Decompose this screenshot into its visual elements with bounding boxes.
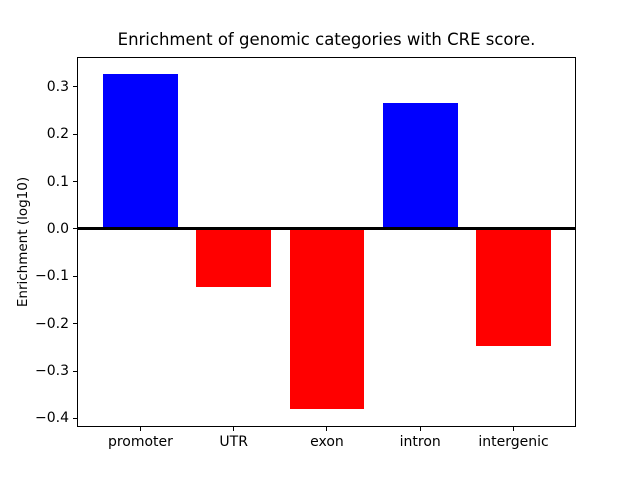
y-tick-label: 0.2 xyxy=(46,126,69,143)
chart-title: Enrichment of genomic categories with CR… xyxy=(117,30,536,49)
x-tick-label-promoter: promoter xyxy=(107,434,173,450)
x-tick-label-exon: exon xyxy=(310,434,344,450)
y-tick-label: −0.2 xyxy=(35,315,69,332)
x-tick xyxy=(233,427,235,431)
bar-intron xyxy=(382,102,458,229)
y-tick-label: 0.3 xyxy=(46,78,69,95)
y-tick-label: −0.3 xyxy=(35,363,69,380)
y-tick xyxy=(73,86,77,88)
y-tick xyxy=(73,181,77,183)
x-tick-label-intergenic: intergenic xyxy=(478,434,549,450)
x-tick xyxy=(513,427,514,431)
x-tick xyxy=(419,427,421,431)
y-tick-label: −0.1 xyxy=(35,268,69,285)
bar-exon xyxy=(289,228,365,410)
bar-UTR xyxy=(196,228,271,287)
y-tick xyxy=(73,323,77,325)
y-tick xyxy=(73,417,77,419)
x-tick xyxy=(139,427,141,431)
y-tick-label: 0.1 xyxy=(46,173,69,190)
y-tick xyxy=(73,275,77,277)
x-tick-label-UTR: UTR xyxy=(219,434,248,450)
bar-intergenic xyxy=(476,228,551,346)
zero-line xyxy=(77,227,576,231)
x-tick xyxy=(326,427,328,431)
y-tick-label: 0.0 xyxy=(46,220,69,237)
y-tick xyxy=(73,370,77,372)
x-tick-label-intron: intron xyxy=(399,434,441,450)
y-tick xyxy=(73,228,77,230)
y-tick xyxy=(73,133,77,135)
bar-promoter xyxy=(103,74,178,229)
y-tick-label: −0.4 xyxy=(35,410,69,427)
